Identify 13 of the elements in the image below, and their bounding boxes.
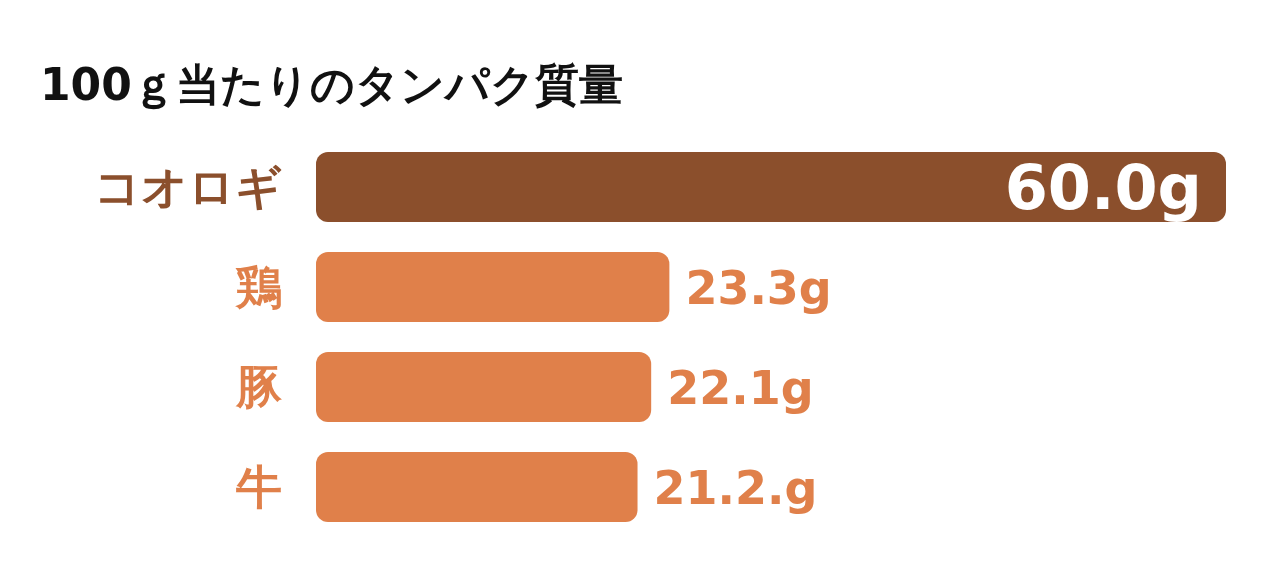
y-tick-label: コオロギ (94, 160, 282, 214)
data-label: 23.3g (685, 261, 832, 315)
data-label: 21.2.g (653, 461, 818, 515)
y-tick-label: 鶏 (235, 260, 282, 314)
chart-title: 100ｇ当たりのタンパク質量 (40, 59, 623, 110)
data-label: 22.1g (667, 361, 814, 415)
data-label: 60.0g (1004, 151, 1202, 224)
bar (316, 252, 670, 322)
bar (316, 452, 638, 522)
bar (316, 352, 652, 422)
y-tick-label: 豚 (235, 360, 282, 414)
bar (316, 152, 1226, 222)
y-tick-label: 牛 (236, 460, 282, 514)
